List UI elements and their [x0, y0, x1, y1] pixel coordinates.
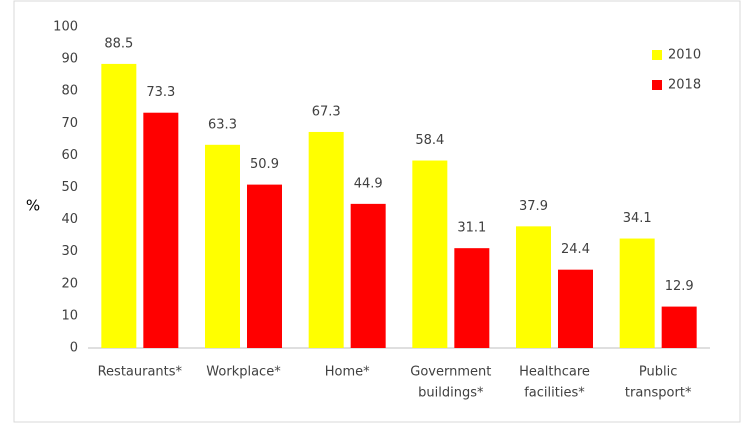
y-tick-label: 30	[61, 244, 78, 259]
value-label: 34.1	[623, 211, 652, 226]
value-label: 88.5	[104, 36, 133, 51]
x-tick-label: Government	[410, 365, 491, 380]
x-tick-label: Restaurants*	[98, 365, 183, 380]
legend-label: 2010	[668, 48, 701, 63]
bar	[619, 238, 655, 348]
bar	[205, 144, 240, 348]
bar	[350, 203, 386, 348]
bar	[143, 112, 179, 348]
y-tick-label: 70	[61, 116, 78, 131]
x-tick-label: Healthcare	[519, 365, 590, 380]
bar	[516, 226, 551, 348]
value-label: 58.4	[415, 133, 444, 148]
y-tick-label: 100	[53, 20, 78, 35]
x-tick-label: transport*	[625, 386, 692, 401]
x-tick-label: Workplace*	[206, 365, 281, 380]
y-tick-label: 40	[61, 212, 78, 227]
value-label: 67.3	[312, 104, 341, 119]
value-label: 31.1	[457, 221, 486, 236]
bar	[308, 131, 344, 348]
y-tick-label: 10	[61, 308, 78, 323]
y-tick-label: 90	[61, 52, 78, 67]
bar	[101, 63, 137, 348]
bar	[247, 184, 282, 348]
value-label: 12.9	[665, 279, 694, 294]
y-tick-label: 80	[61, 84, 78, 99]
value-label: 73.3	[146, 85, 175, 100]
x-tick-label: facilities*	[524, 386, 585, 401]
y-tick-label: 0	[70, 341, 78, 356]
chart-frame	[13, 0, 741, 423]
legend-swatch	[652, 80, 662, 90]
bar	[558, 269, 593, 348]
x-tick-label: Public	[639, 365, 677, 380]
bar	[661, 306, 697, 348]
value-label: 24.4	[561, 242, 590, 257]
y-tick-label: 60	[61, 148, 78, 163]
value-label: 37.9	[519, 199, 548, 214]
value-label: 44.9	[354, 176, 383, 191]
value-label: 50.9	[250, 157, 279, 172]
bar	[412, 160, 448, 348]
y-tick-label: 20	[61, 276, 78, 291]
legend-label: 2018	[668, 78, 701, 93]
bar	[454, 248, 490, 348]
x-tick-label: Home*	[325, 365, 370, 380]
legend-swatch	[652, 50, 662, 60]
x-tick-label: buildings*	[418, 386, 484, 401]
y-tick-label: 50	[61, 180, 78, 195]
value-label: 63.3	[208, 117, 237, 132]
y-axis-label: %	[26, 197, 40, 215]
